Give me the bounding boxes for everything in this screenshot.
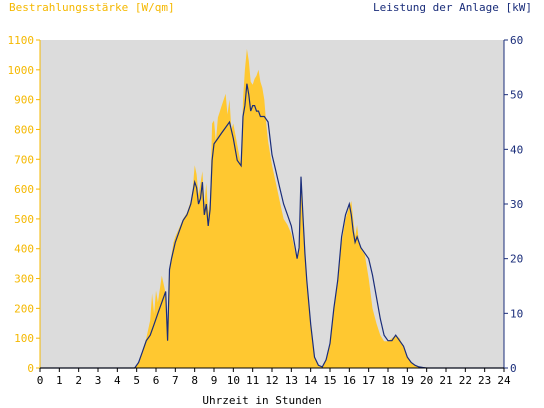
right-tick-label: 50 bbox=[510, 89, 523, 102]
x-tick-label: 4 bbox=[114, 374, 121, 387]
x-tick-label: 18 bbox=[381, 374, 394, 387]
ticks-layer: 0100200300400500600700800900100011000102… bbox=[8, 34, 524, 387]
x-tick-label: 7 bbox=[172, 374, 179, 387]
irradiance-area bbox=[40, 48, 504, 369]
x-tick-label: 13 bbox=[285, 374, 298, 387]
x-tick-label: 2 bbox=[75, 374, 82, 387]
left-tick-label: 0 bbox=[27, 362, 34, 375]
left-tick-label: 200 bbox=[14, 302, 34, 315]
left-tick-label: 800 bbox=[14, 123, 34, 136]
right-tick-label: 0 bbox=[510, 362, 517, 375]
x-tick-label: 24 bbox=[497, 374, 511, 387]
left-tick-label: 400 bbox=[14, 243, 34, 256]
x-tick-label: 3 bbox=[95, 374, 102, 387]
left-tick-label: 700 bbox=[14, 153, 34, 166]
right-tick-label: 30 bbox=[510, 198, 523, 211]
x-tick-label: 6 bbox=[153, 374, 160, 387]
x-tick-label: 17 bbox=[362, 374, 375, 387]
left-tick-label: 500 bbox=[14, 213, 34, 226]
x-tick-label: 20 bbox=[420, 374, 433, 387]
right-tick-label: 40 bbox=[510, 143, 523, 156]
x-tick-label: 8 bbox=[191, 374, 198, 387]
power-line bbox=[40, 83, 504, 369]
right-axis-title: Leistung der Anlage [kW] bbox=[373, 1, 532, 14]
power-layer bbox=[40, 83, 504, 369]
left-tick-label: 100 bbox=[14, 332, 34, 345]
x-tick-label: 11 bbox=[246, 374, 259, 387]
left-tick-label: 1100 bbox=[8, 34, 35, 47]
left-tick-label: 1000 bbox=[8, 64, 35, 77]
x-tick-label: 0 bbox=[37, 374, 44, 387]
right-tick-label: 10 bbox=[510, 307, 523, 320]
right-tick-label: 20 bbox=[510, 253, 523, 266]
right-tick-label: 60 bbox=[510, 34, 523, 47]
x-tick-label: 9 bbox=[211, 374, 218, 387]
irradiance-layer bbox=[40, 48, 504, 369]
left-tick-label: 600 bbox=[14, 183, 34, 196]
left-axis-title: Bestrahlungsstärke [W/qm] bbox=[9, 1, 175, 14]
x-tick-label: 23 bbox=[478, 374, 491, 387]
x-tick-label: 12 bbox=[265, 374, 278, 387]
x-axis-title: Uhrzeit in Stunden bbox=[202, 394, 321, 407]
x-tick-label: 22 bbox=[459, 374, 472, 387]
x-tick-label: 10 bbox=[227, 374, 240, 387]
x-tick-label: 21 bbox=[439, 374, 452, 387]
x-tick-label: 15 bbox=[323, 374, 336, 387]
left-tick-label: 300 bbox=[14, 273, 34, 286]
x-tick-label: 19 bbox=[401, 374, 414, 387]
left-tick-label: 900 bbox=[14, 94, 34, 107]
x-tick-label: 16 bbox=[343, 374, 356, 387]
x-tick-label: 14 bbox=[304, 374, 318, 387]
x-tick-label: 1 bbox=[56, 374, 63, 387]
x-tick-label: 5 bbox=[133, 374, 140, 387]
